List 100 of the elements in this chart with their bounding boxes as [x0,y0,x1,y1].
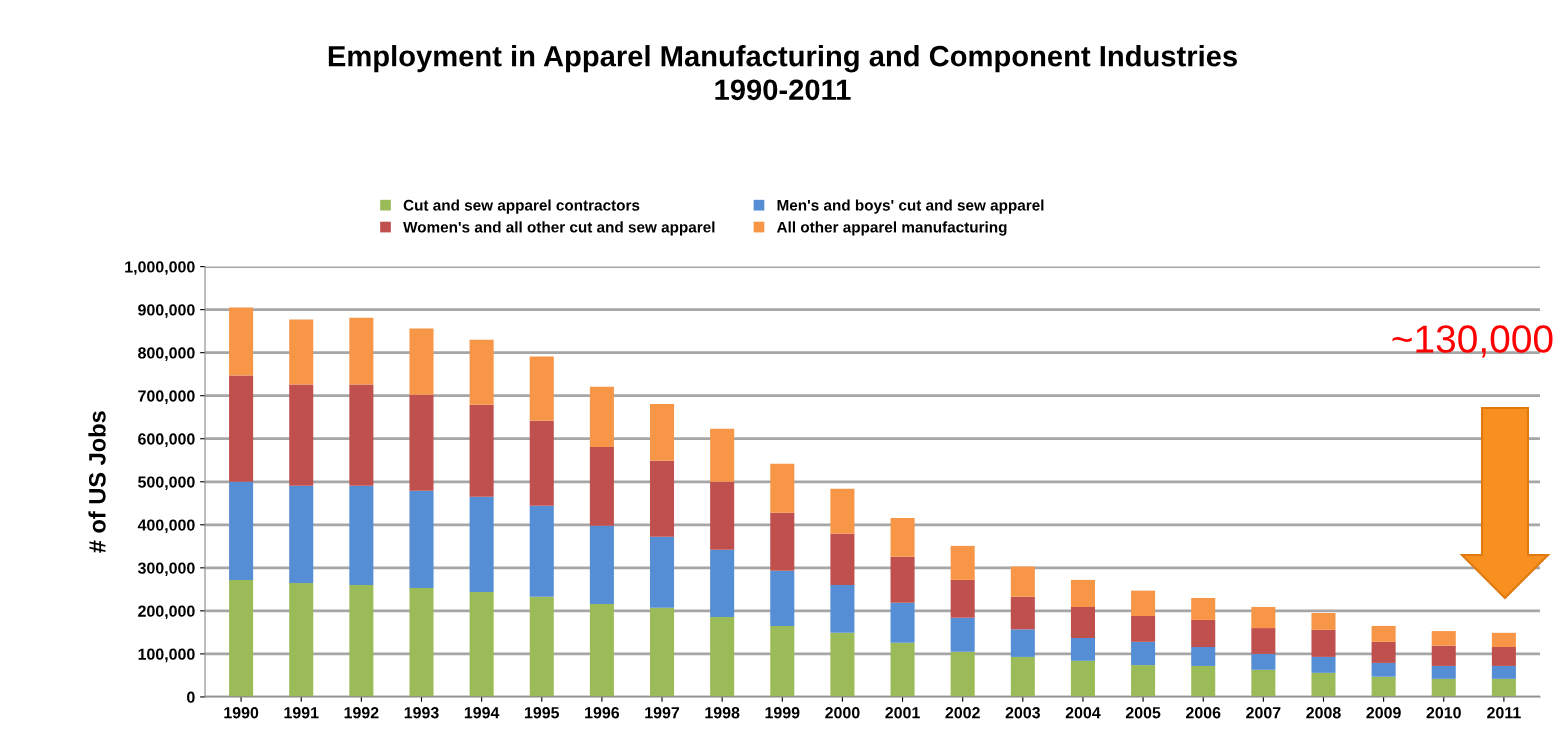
bar [469,404,494,497]
bar [1431,631,1456,646]
bar [1491,678,1516,697]
bar [890,602,915,643]
legend-label: Women's and all other cut and sew apparel [403,221,715,236]
x-tick-label: 2006 [1186,707,1221,719]
x-tick-label: 1995 [525,707,560,719]
bar [650,460,675,537]
y-tick-label: 100,000 [138,648,195,663]
x-tick-label: 1990 [224,707,259,719]
bar [1311,672,1336,697]
bar [890,556,915,603]
bar [469,591,494,697]
bar [1070,606,1095,638]
bar [650,607,675,697]
y-tick-label: 900,000 [138,304,195,318]
x-tick-label: 2009 [1366,707,1401,719]
bar [1070,660,1095,697]
bar [409,588,434,697]
bar [469,496,494,592]
bar [890,642,915,697]
bar [830,488,855,534]
bar [469,339,494,405]
bar [770,512,795,571]
bar [349,485,374,586]
bar [1010,596,1035,630]
legend-label: Cut and sew apparel contractors [403,199,640,214]
bar [950,617,975,652]
x-tick-label: 2002 [945,707,980,719]
bar [349,585,374,697]
bar [1251,669,1276,697]
x-tick-label: 2003 [1005,707,1041,719]
x-tick-label: 1997 [645,707,680,719]
bar [770,570,795,626]
bar [289,384,314,486]
bar [710,549,735,617]
x-tick-label: 2001 [885,707,920,719]
x-tick-label: 1996 [585,707,620,719]
bar [529,420,554,506]
x-tick-label: 1999 [765,707,800,719]
bar [1311,629,1336,657]
y-tick-label: 500,000 [138,476,195,491]
bar [1431,665,1456,679]
y-tick-label: 400,000 [137,519,195,534]
bar [229,481,254,580]
bar [589,386,614,447]
bar [1070,637,1095,661]
bar [289,582,314,697]
bar [1491,665,1516,679]
bar [409,490,434,589]
bar [349,384,374,486]
bar [950,579,975,618]
y-axis-title: # of US Jobs [88,411,106,553]
y-tick-label: 600,000 [138,433,195,447]
y-tick-label: 300,000 [137,562,195,577]
y-tick-label: 700,000 [138,390,195,404]
bar [289,485,314,583]
legend-label: Men's and boys' cut and sew apparel [777,199,1044,214]
x-tick-label: 1991 [284,707,319,719]
bar [1371,662,1396,677]
x-tick-label: 1994 [464,707,500,719]
bar [229,579,254,697]
bar [950,545,975,580]
annotation: ~130,000 [1392,325,1553,358]
x-tick-label: 2005 [1125,707,1161,719]
bar [529,505,554,597]
bar [409,394,434,491]
bar [830,533,855,586]
bar [770,625,795,697]
bar [229,307,254,376]
bar [409,328,434,395]
bar [1131,641,1156,666]
bar [1251,606,1276,629]
bar [589,603,614,697]
x-tick-label: 1998 [705,707,740,719]
bar [1371,625,1396,642]
y-tick-label: 200,000 [138,605,195,620]
bar [1431,678,1456,697]
x-tick-label: 1993 [404,707,439,719]
y-tick-label: 1,000,000 [125,261,195,275]
bar [1311,656,1336,673]
bar [1010,566,1035,597]
bar [1251,628,1276,654]
bar [830,632,855,697]
bar [950,651,975,697]
bar [1010,629,1035,657]
x-tick-label: 2011 [1487,707,1521,719]
bar [529,596,554,697]
bar [1191,647,1216,666]
y-tick-label: 800,000 [138,347,195,361]
bar [1131,665,1156,697]
bar [830,585,855,633]
bar [1070,579,1095,607]
bar [589,525,614,604]
x-tick-label: 2010 [1426,707,1461,719]
bar [1491,647,1516,666]
bar [710,428,735,482]
y-tick-label: 0 [187,691,195,703]
bar [890,517,915,557]
chart-title: Employment in Apparel Manufacturing and Component Industries 1990-2011 [328,45,1237,101]
